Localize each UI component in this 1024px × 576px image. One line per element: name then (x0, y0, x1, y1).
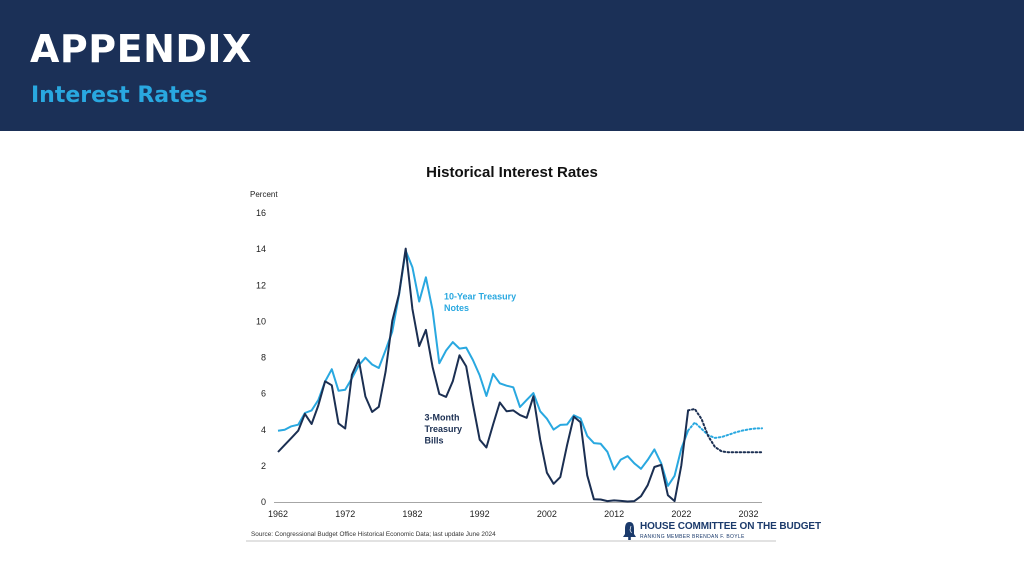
x-tick-label: 1962 (268, 509, 288, 519)
y-tick-label: 4 (261, 425, 266, 435)
ten-year-treasury-label-line: Notes (444, 303, 469, 313)
logo-subtext: RANKING MEMBER BRENDAN F. BOYLE (640, 534, 745, 540)
three-month-treasury-label: 3-Month Treasury Bills (425, 413, 463, 446)
ten-year-treasury-line (277, 249, 690, 487)
x-tick-label: 2022 (671, 509, 691, 519)
y-tick-label: 0 (261, 497, 266, 507)
interest-rates-chart: Historical Interest Rates Percent 0 2 4 6 8 1… (246, 164, 776, 542)
liberty-bell-icon (623, 522, 636, 540)
x-tick-label: 2012 (604, 509, 624, 519)
logo-text: HOUSE COMMITTEE ON THE BUDGET (640, 521, 821, 532)
chart-title: Historical Interest Rates (426, 164, 598, 181)
ten-year-treasury-projection-line (687, 421, 763, 439)
x-tick-label: 2032 (739, 509, 759, 519)
page-subtitle: Interest Rates (31, 83, 208, 108)
ten-year-treasury-label-line: 10-Year Treasury (444, 292, 516, 302)
x-tick-label: 2002 (537, 509, 557, 519)
x-tick-label: 1992 (470, 509, 490, 519)
committee-logo: HOUSE COMMITTEE ON THE BUDGET RANKING ME… (622, 521, 821, 543)
header-banner: APPENDIX Interest Rates (0, 0, 1024, 131)
three-month-treasury-projection-line (687, 407, 763, 454)
y-tick-label: 16 (256, 208, 266, 218)
three-month-treasury-label-line: Bills (425, 436, 444, 446)
ten-year-treasury-label: 10-Year Treasury Notes (444, 292, 516, 314)
x-tick-label: 1972 (335, 509, 355, 519)
page-title: APPENDIX (30, 27, 252, 71)
y-tick-label: 12 (256, 280, 266, 290)
three-month-treasury-line (277, 247, 690, 503)
three-month-treasury-label-line: 3-Month (425, 413, 460, 423)
y-axis-label: Percent (250, 190, 278, 199)
y-tick-label: 2 (261, 461, 266, 471)
three-month-treasury-label-line: Treasury (425, 424, 463, 434)
y-tick-label: 8 (261, 353, 266, 363)
y-tick-label: 10 (256, 316, 266, 326)
source-note: Source: Congressional Budget Office Hist… (251, 531, 496, 538)
x-tick-label: 1982 (402, 509, 422, 519)
y-tick-label: 14 (256, 244, 266, 254)
y-tick-label: 6 (261, 389, 266, 399)
